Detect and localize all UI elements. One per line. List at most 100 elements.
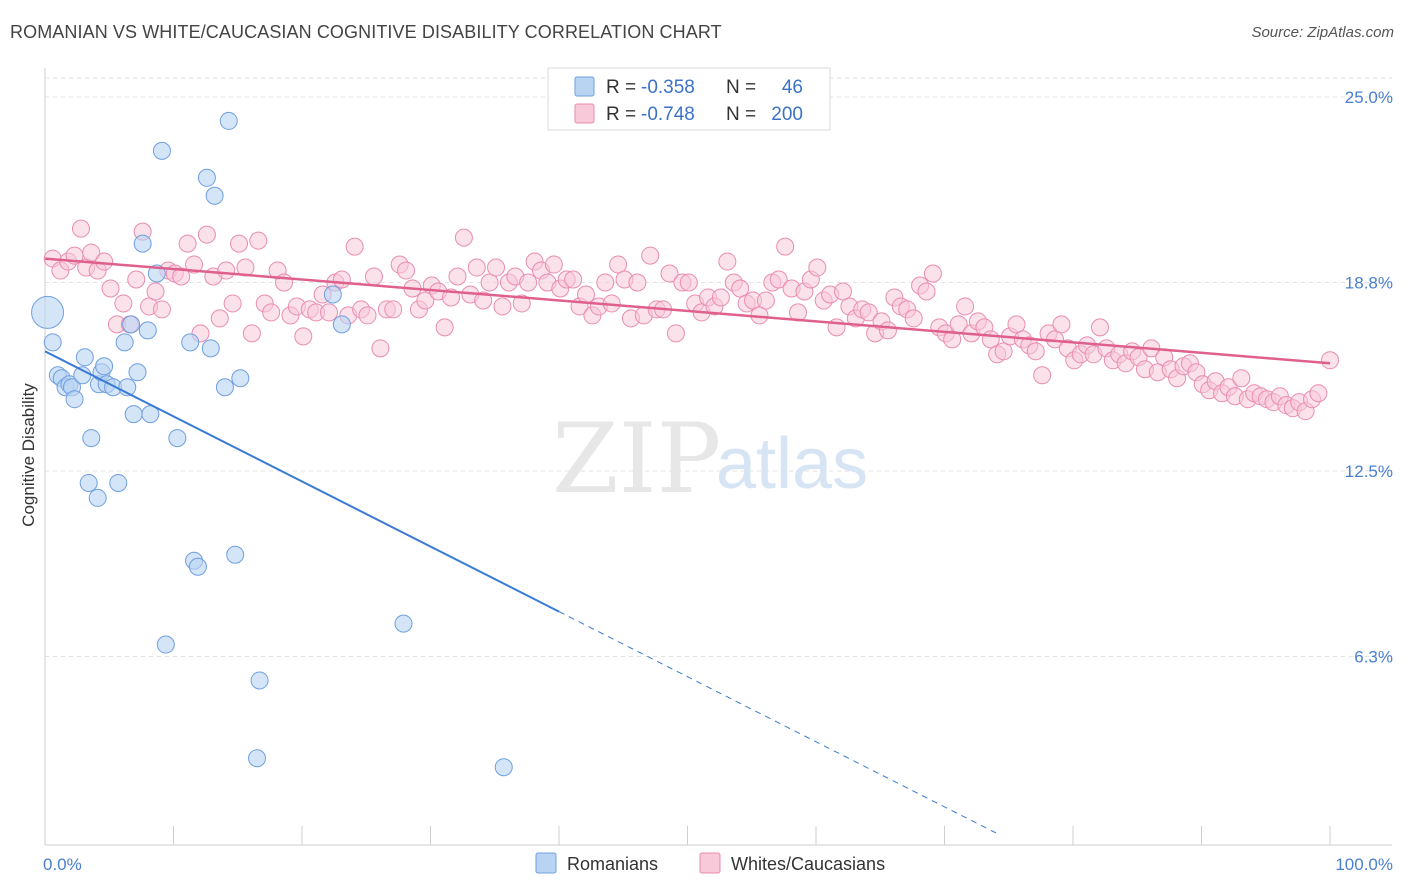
- point-whites-caucasians: [1052, 315, 1071, 334]
- trend-line-whites-caucasians: [44, 257, 1331, 365]
- point-whites-caucasians: [332, 270, 351, 289]
- point-whites-caucasians: [95, 252, 114, 271]
- point-whites-caucasians: [223, 294, 242, 313]
- point-whites-caucasians: [172, 267, 191, 286]
- point-whites-caucasians: [666, 324, 685, 343]
- point-romanians: [250, 671, 269, 690]
- point-romanians: [115, 333, 134, 352]
- point-whites-caucasians: [917, 282, 936, 301]
- point-romanians: [231, 369, 250, 388]
- point-whites-caucasians: [956, 297, 975, 316]
- point-romanians: [197, 168, 216, 187]
- point-whites-caucasians: [71, 219, 90, 238]
- point-whites-caucasians: [544, 255, 563, 274]
- legend-r-value-1: -0.358: [641, 77, 695, 98]
- point-whites-caucasians: [319, 303, 338, 322]
- point-romanians: [88, 488, 107, 507]
- legend-n-label-2: N =: [726, 104, 756, 125]
- watermark-zip: ZIP: [552, 403, 721, 515]
- point-romanians: [124, 405, 143, 424]
- axes: [44, 68, 1392, 846]
- y-tick-label: 25.0%: [1345, 88, 1393, 107]
- point-whites-caucasians: [808, 258, 827, 277]
- point-romanians: [168, 429, 187, 448]
- point-whites-caucasians: [596, 273, 615, 292]
- point-romanians: [494, 758, 513, 777]
- y-tick-label: 18.8%: [1345, 274, 1393, 293]
- point-whites-caucasians: [242, 324, 261, 343]
- point-whites-caucasians: [1026, 342, 1045, 361]
- point-whites-caucasians: [197, 225, 216, 244]
- trend-lines: [44, 257, 1331, 834]
- point-romanians: [109, 473, 128, 492]
- point-whites-caucasians: [230, 234, 249, 253]
- point-whites-caucasians: [467, 258, 486, 277]
- point-whites-caucasians: [152, 300, 171, 319]
- point-whites-caucasians: [185, 255, 204, 274]
- bottom-legend-swatch-romanians: [535, 852, 557, 874]
- watermark-atlas: atlas: [716, 424, 868, 504]
- point-whites-caucasians: [294, 327, 313, 346]
- point-whites-caucasians: [943, 330, 962, 349]
- point-whites-caucasians: [1033, 366, 1052, 385]
- point-romanians: [95, 357, 114, 376]
- y-tick-labels: 6.3% 12.5% 18.8% 25.0%: [1345, 88, 1393, 667]
- point-whites-caucasians: [731, 279, 750, 298]
- point-romanians: [205, 186, 224, 205]
- point-whites-caucasians: [127, 270, 146, 289]
- trend-line-romanians: [44, 350, 560, 613]
- point-whites-caucasians: [859, 303, 878, 322]
- point-whites-caucasians: [519, 273, 538, 292]
- point-whites-caucasians: [1232, 369, 1251, 388]
- bottom-legend-label-whites: Whites/Caucasians: [731, 854, 885, 874]
- point-whites-caucasians: [480, 273, 499, 292]
- series-romanians: [31, 111, 513, 777]
- point-romanians: [188, 557, 207, 576]
- legend-r-value-2: -0.748: [641, 104, 695, 125]
- point-whites-caucasians: [397, 261, 416, 280]
- point-romanians: [219, 111, 238, 130]
- legend-swatch-romanians: [574, 76, 595, 97]
- x-tick-labels: 0.0% 100.0%: [43, 855, 1393, 874]
- series-whites-caucasians: [43, 219, 1339, 421]
- point-romanians: [201, 339, 220, 358]
- point-whites-caucasians: [210, 309, 229, 328]
- point-whites-caucasians: [487, 258, 506, 277]
- source-label: Source: ZipAtlas.com: [1251, 24, 1394, 41]
- y-tick-label: 12.5%: [1345, 462, 1393, 481]
- point-whites-caucasians: [146, 282, 165, 301]
- point-romanians: [215, 378, 234, 397]
- point-romanians: [248, 749, 267, 768]
- bottom-legend-swatch-whites: [699, 852, 721, 874]
- point-whites-caucasians: [679, 273, 698, 292]
- point-romanians: [43, 333, 62, 352]
- point-whites-caucasians: [718, 252, 737, 271]
- point-whites-caucasians: [217, 261, 236, 280]
- point-whites-caucasians: [435, 318, 454, 337]
- point-whites-caucasians: [609, 255, 628, 274]
- legend-r-label-2: R =: [606, 104, 636, 125]
- legend-n-value-2: 200: [771, 104, 803, 125]
- point-whites-caucasians: [178, 234, 197, 253]
- point-whites-caucasians: [262, 303, 281, 322]
- point-whites-caucasians: [1309, 384, 1328, 403]
- point-romanians: [332, 315, 351, 334]
- point-romanians: [323, 285, 342, 304]
- point-romanians: [152, 141, 171, 160]
- point-whites-caucasians: [512, 294, 531, 313]
- trend-line-romanians-extension: [558, 611, 997, 834]
- point-whites-caucasians: [576, 285, 595, 304]
- y-axis-label: Cognitive Disability: [19, 383, 38, 527]
- point-whites-caucasians: [769, 270, 788, 289]
- point-whites-caucasians: [904, 309, 923, 328]
- point-whites-caucasians: [474, 291, 493, 310]
- point-romanians: [79, 473, 98, 492]
- legend-n-label-1: N =: [726, 77, 756, 98]
- point-whites-caucasians: [1007, 315, 1026, 334]
- point-whites-caucasians: [416, 291, 435, 310]
- point-whites-caucasians: [628, 273, 647, 292]
- point-whites-caucasians: [923, 264, 942, 283]
- point-whites-caucasians: [981, 330, 1000, 349]
- point-romanians: [82, 429, 101, 448]
